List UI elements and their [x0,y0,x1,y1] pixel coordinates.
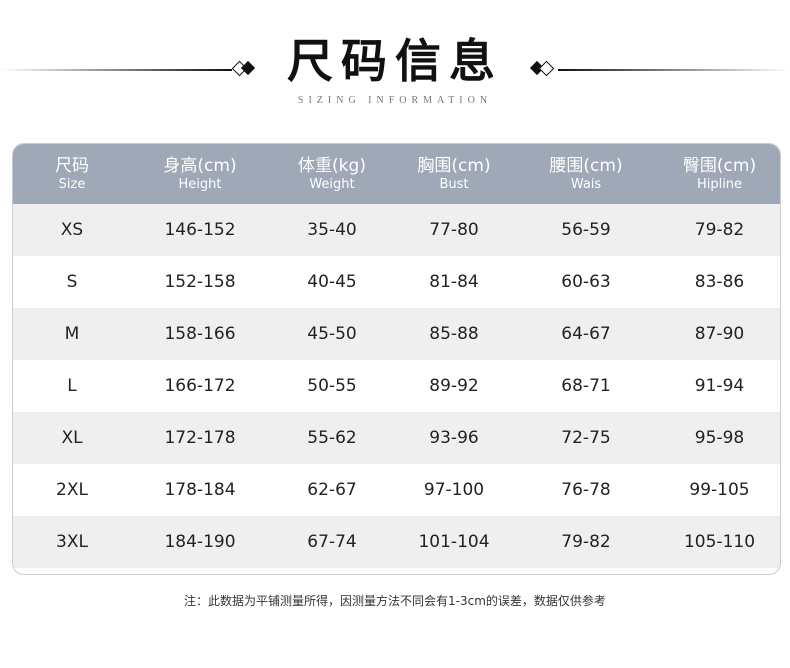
column-header: 胸围(cm) Bust [395,144,513,204]
table-cell: 89-92 [429,376,479,396]
table-row: XL 172-178 55-62 93-96 72-75 95-98 [13,412,780,464]
right-divider-line [558,69,790,71]
table-cell: 45-50 [307,324,357,344]
table-cell: 166-172 [164,376,236,396]
table-cell: 35-40 [307,220,357,240]
table-cell: 91-94 [694,376,745,396]
page-title: 尺码信息 [287,34,503,88]
table-cell: 62-67 [307,480,357,500]
table-header: 尺码 Size 身高(cm) Height 体重(kg) Weight 胸围(cm) Bust… [13,144,780,204]
column-header-cn: 体重(kg) [298,156,366,176]
table-cell: 146-152 [164,220,236,240]
table-cell: 3XL [56,532,88,552]
table-cell: 55-62 [307,428,357,448]
column-header-cn: 腰围(cm) [549,156,623,176]
table-cell: 85-88 [429,324,479,344]
table-cell: 79-82 [561,532,611,552]
column-header: 尺码 Size [13,144,131,204]
table-row: XS 146-152 35-40 77-80 56-59 79-82 [13,204,780,256]
table-row: 3XL 184-190 67-74 101-104 79-82 105-110 [13,516,780,568]
column-header-cn: 身高(cm) [163,156,237,176]
column-header-cn: 尺码 [55,156,89,176]
table-cell: 178-184 [164,480,236,500]
column-header-en: Bust [439,177,469,192]
left-divider-line [0,69,232,71]
table-row: L 166-172 50-55 89-92 68-71 91-94 [13,360,780,412]
table-cell: 97-100 [423,480,485,500]
page-subtitle: SIZING INFORMATION [297,95,493,106]
column-header-en: Size [58,177,86,192]
column-header: 体重(kg) Weight [269,144,395,204]
table-cell: 60-63 [561,272,611,292]
table-cell: 2XL [56,480,88,500]
table-row: M 158-166 45-50 85-88 64-67 87-90 [13,308,780,360]
table-cell: 56-59 [561,220,611,240]
table-cell: 93-96 [429,428,479,448]
table-cell: 79-82 [694,220,745,240]
table-cell: 184-190 [164,532,236,552]
footnote: 注：此数据为平铺测量所得，因测量方法不同会有1-3cm的误差，数据仅供参考 [184,594,606,608]
table-cell: 95-98 [694,428,745,448]
column-header: 身高(cm) Height [131,144,269,204]
table-cell: 50-55 [307,376,357,396]
table-cell: 77-80 [429,220,479,240]
table-body: XS 146-152 35-40 77-80 56-59 79-82 S 152-158 40-… [13,204,780,568]
table-cell: S [66,272,78,292]
column-header-en: Hipline [696,177,743,192]
table-cell: 152-158 [164,272,236,292]
table-cell: M [64,324,80,344]
table-cell: 99-105 [689,480,750,500]
table-cell: 172-178 [164,428,236,448]
table-cell: 81-84 [429,272,479,292]
table-cell: 68-71 [561,376,611,396]
column-header-en: Height [178,177,222,192]
column-header-en: Weight [309,177,355,192]
column-header-cn: 胸围(cm) [417,156,491,176]
table-cell: 64-67 [561,324,611,344]
table-cell: XS [60,220,84,240]
column-header: 腰围(cm) Wais [513,144,659,204]
column-header: 臀围(cm) Hipline [659,144,780,204]
table-cell: XL [61,428,83,448]
table-cell: 158-166 [164,324,236,344]
table-cell: 101-104 [418,532,490,552]
table-cell: 76-78 [561,480,611,500]
column-header-en: Wais [570,177,602,192]
size-table: 尺码 Size 身高(cm) Height 体重(kg) Weight 胸围(cm) Bust… [12,143,781,575]
table-row: S 152-158 40-45 81-84 60-63 83-86 [13,256,780,308]
table-cell: 67-74 [307,532,357,552]
table-cell: 105-110 [683,532,756,552]
table-cell: 72-75 [561,428,611,448]
table-cell: 40-45 [307,272,357,292]
table-cell: 83-86 [694,272,745,292]
column-header-cn: 臀围(cm) [682,156,757,176]
table-row: 2XL 178-184 62-67 97-100 76-78 99-105 [13,464,780,516]
table-cell: 87-90 [694,324,745,344]
table-cell: L [67,376,77,396]
